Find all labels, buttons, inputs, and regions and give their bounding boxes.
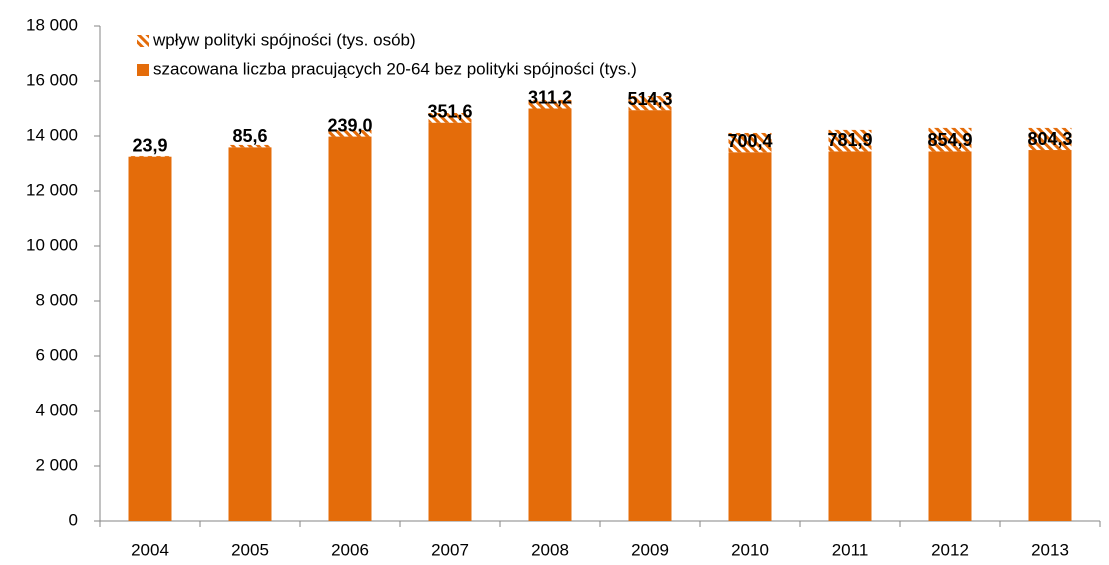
y-tick-label: 0: [69, 510, 78, 529]
bar-segment: [528, 108, 572, 521]
bar-segment: [428, 122, 472, 521]
y-tick-label: 14 000: [26, 125, 78, 144]
bar-segment: [928, 151, 972, 521]
value-label: 700,4: [727, 131, 772, 151]
y-tick-label: 10 000: [26, 235, 78, 254]
bar-segment: [1028, 150, 1072, 521]
x-tick-label: 2010: [731, 540, 769, 559]
x-tick-label: 2011: [832, 540, 869, 559]
y-tick-label: 8 000: [35, 290, 78, 309]
value-label: 85,6: [232, 126, 267, 146]
y-tick-label: 16 000: [26, 70, 78, 89]
x-tick-label: 2009: [631, 540, 669, 559]
bar-segment: [728, 152, 772, 521]
bar-segment: [828, 129, 872, 152]
legend-label: wpływ polityki spójności (tys. osób): [152, 30, 416, 49]
value-label: 804,3: [1027, 129, 1072, 149]
bar-segment: [928, 127, 972, 152]
bar-segment: [228, 147, 272, 521]
bar-segment: [528, 99, 572, 109]
bar-segment: [628, 96, 672, 111]
value-label: 351,6: [427, 101, 472, 121]
x-tick-label: 2004: [131, 540, 169, 559]
bar-segment: [128, 156, 172, 521]
y-tick-label: 2 000: [35, 455, 78, 474]
x-tick-label: 2007: [431, 540, 469, 559]
x-tick-label: 2008: [531, 540, 569, 559]
value-label: 311,2: [528, 87, 572, 107]
value-label: 239,0: [327, 115, 372, 135]
bar-segment: [128, 155, 172, 157]
y-tick-label: 18 000: [26, 15, 78, 34]
x-tick-label: 2006: [331, 540, 369, 559]
bar-segment: [628, 110, 672, 522]
y-tick-label: 12 000: [26, 180, 78, 199]
y-tick-label: 4 000: [35, 400, 78, 419]
x-tick-label: 2005: [231, 540, 269, 559]
bar-segment: [728, 132, 772, 153]
x-tick-label: 2012: [931, 540, 969, 559]
legend-swatch: [137, 35, 149, 47]
legend-swatch: [137, 64, 149, 76]
bar-segment: [328, 129, 372, 137]
value-label: 854,9: [927, 130, 972, 150]
bar-segment: [428, 112, 472, 123]
bar-segment: [328, 136, 372, 522]
bar-segment: [1028, 127, 1072, 151]
value-label: 514,3: [627, 89, 672, 109]
bar-segment: [228, 144, 272, 148]
x-tick-label: 2013: [1031, 540, 1069, 559]
value-label: 781,9: [827, 130, 872, 150]
value-label: 23,9: [132, 135, 167, 155]
bar-segment: [828, 151, 872, 521]
legend-label: szacowana liczba pracujących 20-64 bez p…: [153, 59, 637, 78]
y-tick-label: 6 000: [35, 345, 78, 364]
